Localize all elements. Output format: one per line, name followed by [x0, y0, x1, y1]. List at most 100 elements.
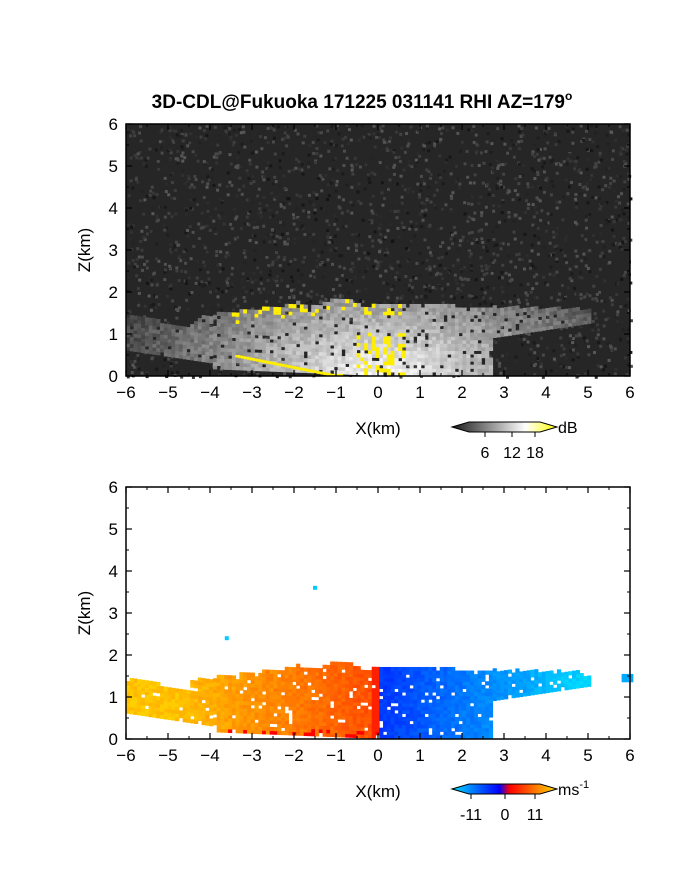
noise-speckle — [537, 158, 541, 162]
data-cell — [458, 368, 463, 373]
data-cell — [243, 319, 248, 325]
data-cell — [254, 363, 259, 368]
noise-speckle — [472, 237, 476, 241]
data-cell — [299, 368, 305, 373]
data-cell — [386, 350, 392, 355]
noise-speckle — [181, 169, 185, 173]
x-tick-label: 4 — [541, 383, 550, 402]
data-cell — [318, 351, 323, 356]
data-cell — [349, 338, 354, 343]
data-cell — [235, 679, 240, 684]
noise-speckle — [170, 181, 174, 185]
data-cell — [262, 669, 267, 674]
data-cell — [568, 315, 573, 320]
noise-speckle — [466, 175, 470, 179]
noise-speckle — [341, 198, 345, 202]
noise-speckle — [553, 245, 557, 249]
data-cell — [171, 702, 176, 707]
data-cell — [288, 695, 293, 700]
noise-speckle — [216, 263, 220, 267]
data-cell — [311, 365, 316, 370]
data-cell — [239, 337, 244, 342]
data-cell — [194, 698, 199, 703]
noise-speckle — [166, 321, 170, 325]
data-cell — [231, 362, 237, 367]
data-cell — [277, 339, 282, 344]
noise-speckle — [482, 161, 486, 165]
data-cell — [201, 350, 206, 355]
data-cell — [258, 715, 263, 720]
data-cell — [462, 325, 467, 330]
data-cell — [545, 318, 550, 323]
noise-speckle — [386, 292, 390, 296]
data-cell — [337, 309, 342, 314]
x-tick-label: −1 — [326, 383, 345, 402]
noise-speckle — [170, 196, 174, 200]
noise-speckle — [532, 142, 536, 146]
noise-speckle — [591, 140, 595, 144]
data-cell — [254, 694, 259, 699]
data-cell — [273, 727, 278, 732]
noise-speckle — [320, 250, 324, 254]
data-cell — [205, 329, 210, 335]
data-cell — [398, 332, 403, 337]
data-cell — [413, 325, 418, 330]
noise-speckle — [332, 157, 336, 161]
noise-speckle — [175, 133, 179, 137]
data-cell — [212, 681, 218, 686]
noise-speckle — [513, 360, 517, 364]
noise-speckle — [320, 175, 324, 179]
noise-speckle — [331, 262, 335, 266]
data-cell — [526, 307, 531, 312]
data-cell — [443, 350, 448, 355]
noise-speckle — [445, 271, 449, 275]
data-cell — [575, 310, 581, 315]
noise-speckle — [580, 276, 584, 280]
data-cell — [254, 320, 259, 325]
noise-speckle — [427, 185, 431, 189]
noise-speckle — [209, 290, 213, 294]
noise-speckle — [142, 236, 146, 240]
noise-speckle — [559, 364, 563, 368]
data-cell — [277, 712, 282, 718]
data-cell — [383, 361, 388, 366]
noise-speckle — [380, 191, 384, 195]
data-cell — [318, 330, 323, 335]
data-cell — [141, 316, 146, 321]
data-cell — [182, 344, 187, 349]
noise-speckle — [500, 185, 504, 189]
data-cell — [258, 331, 263, 336]
data-cell — [386, 368, 392, 373]
data-cell — [394, 361, 399, 366]
data-cell — [190, 349, 195, 354]
noise-speckle — [205, 185, 209, 189]
noise-speckle — [251, 175, 255, 179]
data-cell — [409, 350, 414, 355]
noise-speckle — [389, 222, 393, 226]
data-cell — [549, 307, 554, 312]
noise-speckle — [221, 267, 225, 271]
noise-speckle — [248, 158, 252, 162]
data-cell — [337, 338, 342, 343]
noise-speckle — [315, 258, 319, 262]
data-cell — [333, 359, 339, 364]
noise-speckle — [468, 181, 472, 185]
noise-speckle — [584, 129, 588, 133]
data-cell — [231, 711, 237, 716]
data-cell — [473, 343, 478, 348]
data-cell — [371, 371, 376, 376]
noise-speckle — [163, 176, 167, 180]
noise-speckle — [248, 210, 252, 214]
data-cell — [273, 339, 278, 344]
data-cell — [458, 328, 463, 334]
noise-speckle — [163, 215, 167, 219]
data-cell — [485, 361, 490, 366]
data-cell — [148, 321, 153, 326]
data-cell — [356, 313, 361, 319]
data-cell — [352, 338, 357, 343]
data-cell — [462, 371, 467, 376]
data-cell — [466, 346, 471, 352]
data-cell — [560, 312, 565, 318]
noise-speckle — [407, 288, 411, 292]
noise-speckle — [606, 142, 610, 146]
